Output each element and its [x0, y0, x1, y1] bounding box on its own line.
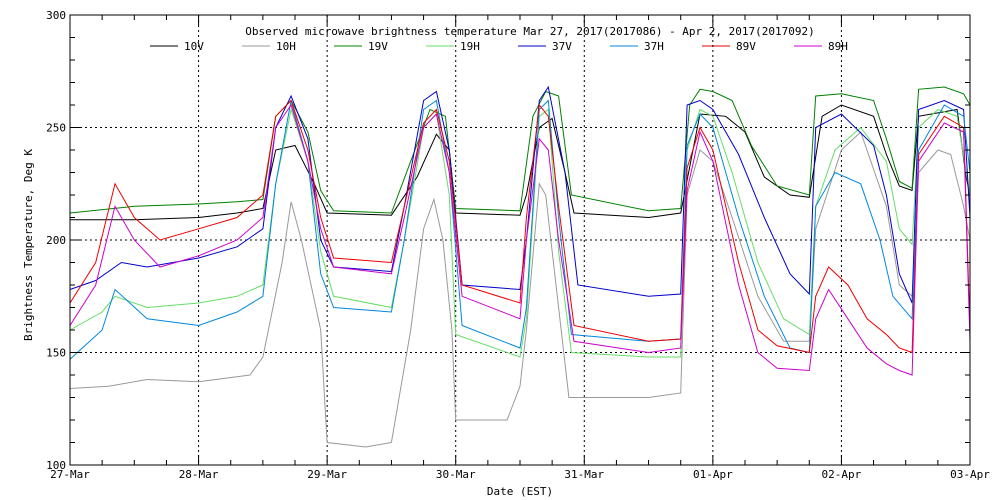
- x-tick-label: 31-Mar: [564, 468, 604, 481]
- chart-title: Observed microwave brightness temperatur…: [245, 25, 815, 38]
- x-tick-label: 01-Apr: [693, 468, 733, 481]
- series-line-37h: [69, 99, 971, 360]
- series-line-37v: [69, 85, 971, 304]
- grid-lines: [70, 15, 970, 465]
- series-line-10h: [69, 131, 971, 448]
- y-tick-label: 150: [46, 347, 66, 360]
- y-axis: 100 150 200 250 300: [46, 9, 970, 472]
- legend-label-37h: 37H: [644, 40, 664, 53]
- series-layer: [69, 85, 971, 448]
- x-tick-label: 03-Apr: [950, 468, 990, 481]
- legend-label-19v: 19V: [368, 40, 388, 53]
- x-tick-label: 02-Apr: [822, 468, 862, 481]
- x-tick-label: 28-Mar: [179, 468, 219, 481]
- x-tick-label: 27-Mar: [50, 468, 90, 481]
- y-tick-label: 300: [46, 9, 66, 22]
- legend-label-10h: 10H: [276, 40, 296, 53]
- series-line-19h: [69, 107, 971, 358]
- y-tick-label: 250: [46, 122, 66, 135]
- legend-label-37v: 37V: [552, 40, 572, 53]
- legend-label-19h: 19H: [460, 40, 480, 53]
- series-line-89h: [69, 103, 971, 376]
- legend: 10V 10H 19V 19H 37V 37H 89V 89H: [150, 40, 848, 53]
- legend-label-10v: 10V: [184, 40, 204, 53]
- x-tick-label: 30-Mar: [436, 468, 476, 481]
- y-axis-label: Brightness Temperature, Deg K: [22, 149, 35, 341]
- legend-label-89v: 89V: [736, 40, 756, 53]
- x-axis-label: Date (EST): [487, 485, 553, 498]
- y-tick-label: 200: [46, 234, 66, 247]
- x-tick-label: 29-Mar: [307, 468, 347, 481]
- series-line-10v: [70, 104, 971, 221]
- x-axis: 27-Mar 28-Mar 29-Mar 30-Mar 31-Mar 01-Apr 02-A…: [50, 15, 990, 481]
- series-line-89v: [69, 99, 971, 354]
- y-tick-label: 100: [46, 459, 66, 472]
- legend-label-89h: 89H: [828, 40, 848, 53]
